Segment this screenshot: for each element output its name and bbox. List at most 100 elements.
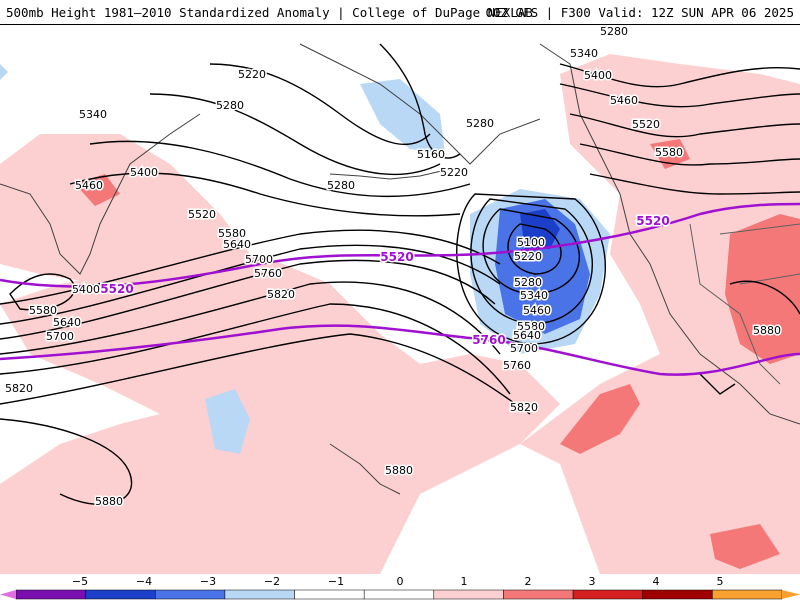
colorbar-tick-label: 4 (653, 575, 660, 588)
contour-line (0, 259, 496, 340)
strong-positive-anomaly-west-us (725, 214, 800, 364)
contour-line (0, 333, 531, 415)
colorbar-cell (503, 589, 574, 600)
colorbar-cell (433, 589, 504, 600)
colorbar-cell (712, 589, 783, 600)
contour-label: 5760 (503, 359, 531, 372)
contour-label: 5100 (517, 236, 545, 249)
contour-label: 5880 (753, 324, 781, 337)
colorbar-max-arrow (782, 590, 800, 599)
strong-positive-anomaly-asia (75, 174, 120, 206)
highlight-contour-label: 5520 (636, 214, 669, 228)
contour-line (589, 173, 800, 195)
colorbar-cell (572, 589, 643, 600)
colorbar-cells (0, 589, 800, 600)
contour-line (69, 172, 461, 217)
coastlines (0, 43, 800, 495)
anomaly-map: 5280534054005460552055805220528053405400… (0, 24, 800, 574)
colorbar-cell (155, 589, 226, 600)
contour-label: 5640 (53, 316, 81, 329)
alaska-coast (299, 43, 541, 165)
negative-anomaly-gulf (360, 79, 445, 154)
contour-label: 5820 (5, 382, 33, 395)
contour-label: 5280 (466, 117, 494, 130)
highlight-contour-label: 5520 (100, 282, 133, 296)
contour-label: 5820 (510, 401, 538, 414)
negative-anomaly-low-core (520, 209, 560, 249)
contour-label: 5280 (600, 25, 628, 38)
contour-label: 5700 (245, 253, 273, 266)
contour-label: 5520 (188, 208, 216, 221)
positive-anomaly-asia (0, 134, 250, 284)
contour-label: 5340 (570, 47, 598, 60)
contour-line (699, 373, 736, 395)
contour-line (579, 143, 800, 166)
asia-coast (0, 113, 201, 275)
contour-label: 5580 (517, 320, 545, 333)
contour-label: 5280 (514, 276, 542, 289)
negative-anomaly-hawaii (205, 389, 250, 454)
highlight-contour-label: 5520 (380, 250, 413, 264)
us-borders (689, 223, 800, 385)
contour-label: 5400 (72, 283, 100, 296)
contour-line (559, 83, 800, 108)
colorbar-min-arrow (0, 590, 16, 599)
contour-label: 5460 (523, 304, 551, 317)
aleutian-chain (329, 168, 451, 180)
contour-line (209, 63, 431, 146)
hawaii-islands (329, 443, 401, 495)
colorbar-tick-label: 3 (589, 575, 596, 588)
contour-label: 5880 (385, 464, 413, 477)
contour-label: 5280 (216, 99, 244, 112)
contour-line (507, 223, 562, 275)
contour-line (89, 140, 471, 198)
colorbar-cell (363, 589, 435, 600)
contour-line (0, 229, 501, 305)
strong-positive-anomaly-canada (650, 139, 690, 169)
contour-label: 5880 (95, 495, 123, 508)
contour-label: 5580 (655, 146, 683, 159)
valid-time: 00Z GFS | F300 Valid: 12Z SUN APR 06 202… (485, 5, 794, 20)
contour-label: 5400 (130, 166, 158, 179)
contour-label: 5160 (417, 148, 445, 161)
contour-label: 5700 (510, 342, 538, 355)
contour-label: 5580 (218, 227, 246, 240)
contour-label: 5520 (632, 118, 660, 131)
colorbar-cell (294, 589, 365, 600)
contour-line (456, 193, 606, 345)
contour-labels: 5280534054005460552055805220528053405400… (4, 24, 783, 510)
colorbar-tick-label: −4 (136, 575, 152, 588)
contour-line (0, 303, 511, 395)
colorbar-tick-label: 5 (717, 575, 724, 588)
colorbar-tick-label: 2 (525, 575, 532, 588)
contour-line (0, 281, 501, 355)
contour-label: 5640 (513, 329, 541, 342)
contour-label: 5820 (267, 288, 295, 301)
highlight-contour-label: 5760 (472, 333, 505, 347)
contour-line (482, 208, 580, 295)
colorbar-tick-label: −5 (72, 575, 88, 588)
contour-label: 5460 (610, 94, 638, 107)
highlight-contours (0, 202, 800, 376)
colorbar-cell (15, 589, 86, 600)
colorbar-tick-label: −3 (200, 575, 216, 588)
map-header: 500mb Height 1981–2010 Standardized Anom… (0, 0, 800, 25)
contour-5760-line (0, 324, 800, 376)
negative-anomaly-arctic (0, 64, 8, 80)
contour-label: 5400 (584, 69, 612, 82)
contour-line (0, 418, 133, 506)
contour-line (9, 273, 76, 311)
contour-line (729, 280, 800, 315)
contour-label: 5220 (514, 250, 542, 263)
negative-anomaly-low-inner (495, 199, 590, 334)
anomaly-colorbar: −5 −4 −3 −2 −1 0 1 2 3 4 5 (0, 574, 800, 600)
contour-label: 5220 (238, 68, 266, 81)
contour-line (470, 198, 593, 325)
colorbar-tick-labels: −5 −4 −3 −2 −1 0 1 2 3 4 5 (72, 575, 724, 588)
contour-label: 5700 (46, 330, 74, 343)
contour-label: 5280 (327, 179, 355, 192)
colorbar-tick-label: 0 (397, 575, 404, 588)
colorbar-cell (224, 589, 295, 600)
colorbar-cell (85, 589, 156, 600)
contour-label: 5220 (440, 166, 468, 179)
